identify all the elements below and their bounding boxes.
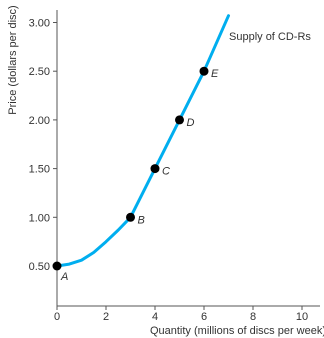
data-point-d xyxy=(175,115,184,125)
supply-curve-line xyxy=(55,14,230,268)
point-label-e: E xyxy=(211,68,219,80)
data-point-b xyxy=(126,212,135,222)
y-axis-title: Price (dollars per disc) xyxy=(7,5,19,114)
x-tick-label: 0 xyxy=(54,311,60,323)
y-tick-label: 2.50 xyxy=(29,66,50,78)
y-tick-label: 1.00 xyxy=(29,212,50,224)
data-points: A B C D E xyxy=(52,66,219,283)
data-point-a xyxy=(52,261,62,271)
point-label-b: B xyxy=(138,214,145,226)
supply-curve-label: Supply of CD-Rs xyxy=(229,31,311,43)
axes xyxy=(56,10,320,307)
x-tick-label: 8 xyxy=(250,311,256,323)
data-point-c xyxy=(150,164,160,174)
x-tick-label: 10 xyxy=(296,311,308,323)
y-tick-label: 3.00 xyxy=(29,18,50,30)
data-point-e xyxy=(199,66,209,76)
point-label-a: A xyxy=(60,271,68,283)
ticks: 0 2 4 6 8 10 0.50 1.00 1.50 2.00 2.50 3.00 xyxy=(29,18,309,324)
point-label-d: D xyxy=(187,117,195,129)
y-tick-label: 1.50 xyxy=(29,164,50,176)
y-tick-label: 0.50 xyxy=(29,261,50,273)
x-axis-title: Quantity (millions of discs per week) xyxy=(150,325,324,337)
x-tick-label: 2 xyxy=(103,311,109,323)
y-tick-label: 2.00 xyxy=(29,115,50,127)
x-tick-label: 4 xyxy=(152,311,158,323)
x-tick-label: 6 xyxy=(201,311,207,323)
point-label-c: C xyxy=(162,166,170,178)
